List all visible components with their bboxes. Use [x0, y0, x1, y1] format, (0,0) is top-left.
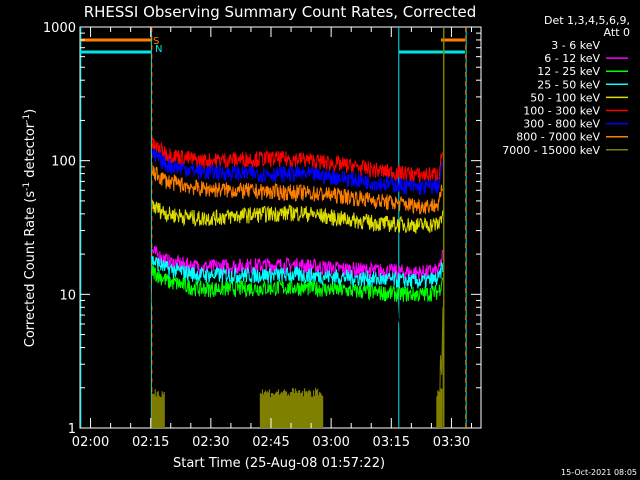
flag-label-n: N: [155, 44, 162, 55]
x-tick-label: 03:00: [312, 435, 349, 450]
legend-header: Att 0: [604, 26, 630, 39]
olive-spike: [438, 307, 444, 429]
series-line-0: [151, 271, 444, 335]
series-line-6: [151, 148, 444, 196]
legend-label: 7000 - 15000 keV: [502, 144, 600, 157]
y-axis-label-sup2: -1: [22, 114, 32, 123]
y-axis-ticks: 1 10 100 1000: [43, 21, 481, 437]
y-tick-label: 1: [68, 422, 76, 437]
y-axis-label-main: Corrected Count Rate (s: [23, 191, 38, 348]
y-tick-label: 1000: [43, 21, 76, 36]
time-markers: [80, 27, 467, 428]
x-tick-label: 02:30: [192, 435, 229, 450]
legend-header: Det 1,3,4,5,6,9,: [544, 14, 630, 27]
series-line-4: [151, 200, 444, 234]
olive-series-bursts: [151, 307, 444, 429]
legend-label: 12 - 25 keV: [537, 65, 600, 78]
y-tick-label: 100: [51, 155, 76, 170]
y-axis-label-mid: detector: [23, 122, 38, 182]
series-line-2: [151, 264, 444, 303]
x-tick-label: 02:15: [132, 435, 169, 450]
x-tick-label: 03:30: [433, 435, 470, 450]
legend-label: 25 - 50 keV: [537, 78, 600, 91]
series-line-3: [151, 256, 444, 290]
flag-bands: [80, 38, 465, 54]
flag-label-s: S: [153, 36, 159, 47]
chart-title: RHESSI Observing Summary Count Rates, Co…: [84, 3, 477, 21]
y-axis-label-end: ): [23, 109, 38, 114]
legend-label: 50 - 100 keV: [530, 91, 600, 104]
series-lines: [151, 137, 444, 335]
legend-label: 6 - 12 keV: [544, 52, 600, 65]
x-axis-ticks: 02:00 02:15 02:30 02:45 03:00 03:15 03:30: [72, 27, 472, 450]
y-tick-label: 10: [59, 288, 76, 303]
y-axis-label: Corrected Count Rate (s-1 detector-1): [22, 109, 38, 347]
legend-label: 300 - 800 keV: [523, 118, 600, 131]
legend-label: 100 - 300 keV: [523, 105, 600, 118]
x-tick-label: 02:00: [72, 435, 109, 450]
y-axis-label-sup1: -1: [22, 182, 32, 191]
x-tick-label: 02:45: [252, 435, 289, 450]
series-line-5: [151, 137, 444, 183]
legend-label: 3 - 6 keV: [551, 39, 600, 52]
x-tick-label: 03:15: [373, 435, 410, 450]
series-line-7: [151, 165, 444, 215]
x-axis-label: Start Time (25-Aug-08 01:57:22): [173, 456, 385, 471]
legend-label: 800 - 7000 keV: [516, 131, 600, 144]
footer-timestamp: 15-Oct-2021 08:05: [561, 468, 637, 477]
